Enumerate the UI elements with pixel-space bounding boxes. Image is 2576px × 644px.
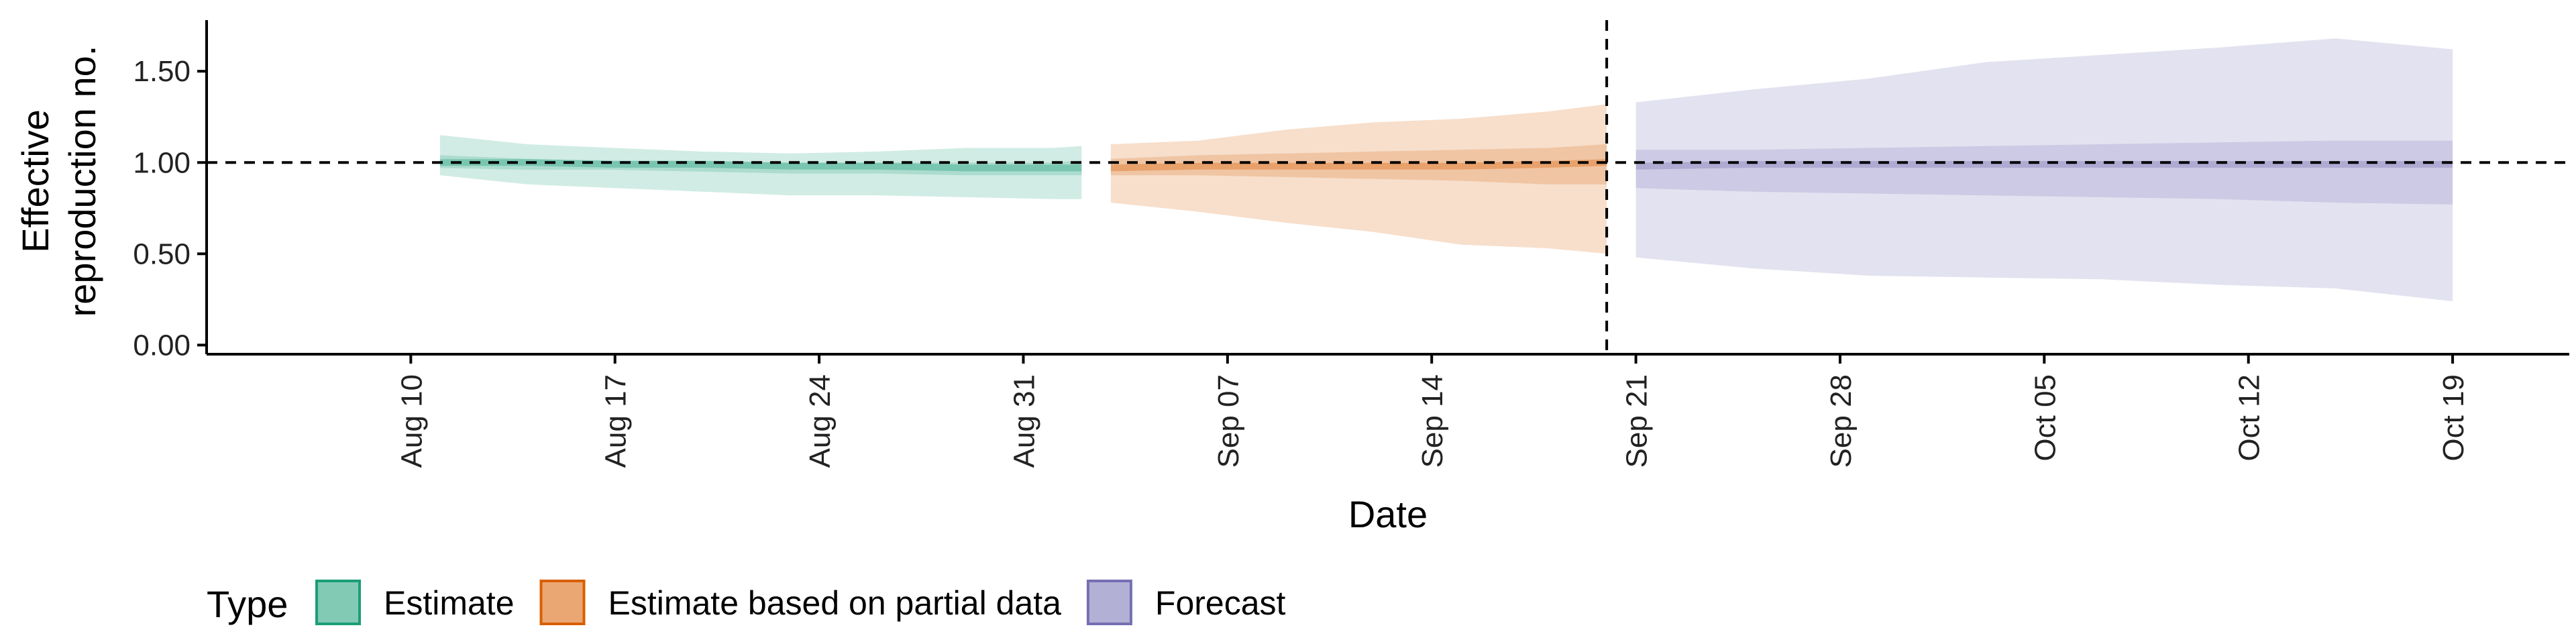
y-tick-label: 1.00 — [133, 146, 191, 179]
x-tick-label: Oct 12 — [2233, 374, 2266, 462]
legend: Type Estimate Estimate based on partial d… — [207, 580, 1286, 625]
estimate-based-on-partial-data-inner-band — [1110, 144, 1607, 184]
x-tick-label: Aug 10 — [395, 374, 428, 468]
y-tick-label: 0.00 — [133, 329, 191, 362]
estimate-based-on-partial-data-outer-band — [1110, 104, 1607, 254]
estimate-inner-band — [439, 155, 1082, 176]
estimate-median-line — [439, 159, 1082, 172]
legend-title: Type — [207, 583, 288, 625]
x-tick-label: Aug 24 — [804, 374, 837, 468]
x-axis-title: Date — [1348, 493, 1428, 535]
legend-label-estimate-based-on-partial-data: Estimate based on partial data — [608, 584, 1062, 622]
y-axis-title-line-1: Effective — [14, 109, 56, 253]
x-tick-label: Oct 19 — [2437, 374, 2470, 462]
forecast-bands — [439, 38, 2453, 302]
legend-key-estimate-based-on-partial-data — [539, 580, 586, 625]
x-tick-label: Sep 21 — [1621, 374, 1654, 468]
legend-label-estimate: Estimate — [384, 584, 515, 622]
y-axis-title-line-2: reproduction no. — [61, 46, 103, 317]
x-tick-label: Sep 14 — [1416, 374, 1449, 468]
forecast-median-line — [1635, 161, 2453, 170]
y-axis-ticks: 0.00 0.50 1.00 1.50 — [133, 55, 207, 362]
legend-key-forecast — [1086, 580, 1132, 625]
x-tick-label: Sep 07 — [1212, 374, 1245, 468]
legend-label-forecast: Forecast — [1155, 584, 1286, 622]
estimate-based-on-partial-data-median-line — [1110, 159, 1607, 172]
legend-key-estimate — [315, 580, 361, 625]
x-tick-label: Aug 17 — [600, 374, 633, 468]
x-tick-label: Oct 05 — [2029, 374, 2061, 462]
estimate-outer-band — [439, 135, 1082, 199]
forecast-outer-band — [1635, 38, 2453, 302]
axes — [205, 20, 2569, 356]
forecast-inner-band — [1635, 140, 2453, 205]
x-tick-label: Sep 28 — [1825, 374, 1858, 468]
y-tick-label: 0.50 — [133, 237, 191, 270]
y-tick-label: 1.50 — [133, 55, 191, 88]
x-tick-label: Aug 31 — [1008, 374, 1041, 468]
x-axis-ticks: Aug 10 Aug 17 Aug 24 Aug 31 Sep 07 Sep 14 Sep … — [395, 354, 2470, 468]
